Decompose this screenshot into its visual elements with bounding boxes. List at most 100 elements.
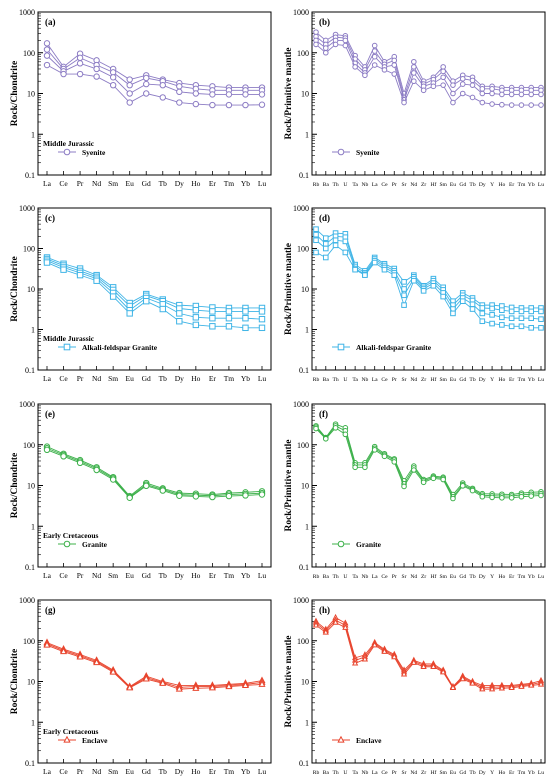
data-point [209,315,216,322]
x-tick-label: Tm [224,571,235,580]
legend-age: Middle Jurassic [43,334,95,343]
legend-label: Alkali-feldspar Granite [82,343,158,352]
x-tick-label: Gd [142,179,151,188]
data-point [440,68,446,75]
series-1 [312,613,545,689]
data-point [43,259,51,266]
x-tick-label: Ba [323,574,330,580]
data-point [538,316,544,322]
x-tick-label: Dy [479,770,486,776]
x-tick-label: Ce [59,179,68,188]
data-point [209,91,216,98]
data-point [469,77,476,84]
data-point [159,305,166,313]
data-point [420,663,427,669]
x-tick-label: Eu [450,770,456,776]
data-point [342,623,349,630]
x-tick-label: Sm [108,767,118,776]
series-line [315,228,541,309]
data-point [528,681,535,688]
series-line [315,239,542,320]
data-point [159,81,166,89]
data-point [450,495,456,502]
data-point [126,310,133,317]
legend-marker [63,148,71,156]
data-point [93,73,100,80]
data-point [43,40,51,47]
x-tick-label: Ba [323,770,330,776]
x-tick-label: La [372,377,378,383]
y-axis-title: Rock/Chondrite [10,453,20,518]
x-tick-label: Ce [381,182,388,188]
series-1 [43,443,266,500]
data-point [176,318,183,325]
data-point [459,298,466,304]
x-tick-label: Rb [313,377,320,383]
series-line [315,427,542,500]
x-tick-label: Zr [421,574,426,580]
x-tick-label: Er [509,574,514,580]
data-point [312,621,320,628]
legend-label: Syenite [356,148,380,157]
y-axis-title: Rock/Primitive mantle [284,47,294,139]
data-point [322,245,329,252]
x-tick-label: Tb [469,770,475,776]
x-tick-label: Tb [469,377,475,383]
y-tick-label: 1 [305,718,309,727]
data-point [192,321,200,329]
x-tick-label: La [43,571,52,580]
data-point [313,237,319,244]
legend-age: Early Cretaceous [43,727,99,736]
x-tick-label: Er [509,770,514,776]
data-point [322,254,329,261]
x-tick-label: Hf [430,573,436,580]
data-point [159,487,166,494]
legend-marker [337,540,345,548]
data-point [332,237,339,244]
data-point [143,80,150,88]
x-tick-label: Tb [159,179,168,188]
x-tick-label: Dy [175,571,184,580]
legend-marker [63,343,71,351]
data-point [508,684,515,691]
data-point [411,277,417,284]
data-point [76,652,84,660]
y-tick-label: 10 [27,678,35,687]
data-point [371,53,378,60]
x-tick-label: Pr [77,767,84,776]
data-point [225,492,233,500]
data-point [489,101,495,107]
x-tick-label: Y [490,182,494,188]
x-tick-label: Ce [381,377,388,383]
data-point [499,322,505,328]
y-tick-label: 1000 [293,8,309,17]
x-tick-label: Ta [352,770,358,776]
x-tick-label: Gd [142,374,151,383]
y-tick-label: 0.1 [299,759,309,768]
y-axis-title: Rock/Chondrite [10,256,20,321]
data-point [225,101,233,109]
data-point [159,94,166,101]
data-point [241,681,249,688]
data-point [518,91,525,98]
data-point [499,314,505,321]
data-point [411,70,417,76]
x-tick-label: Ta [352,377,358,383]
series-1 [43,40,266,91]
series-2 [313,231,544,315]
y-tick-label: 1000 [19,204,35,213]
x-tick-label: Th [332,377,338,383]
series-3 [313,425,544,502]
data-point [538,325,544,331]
data-point [479,305,486,311]
data-point [109,74,117,81]
data-point [143,90,150,97]
x-tick-label: Hf [430,376,436,383]
x-tick-label: Lu [258,767,267,776]
data-point [109,476,117,483]
data-point [508,494,515,501]
data-point [430,663,437,669]
data-point [225,91,233,98]
x-tick-label: Nd [410,182,417,188]
